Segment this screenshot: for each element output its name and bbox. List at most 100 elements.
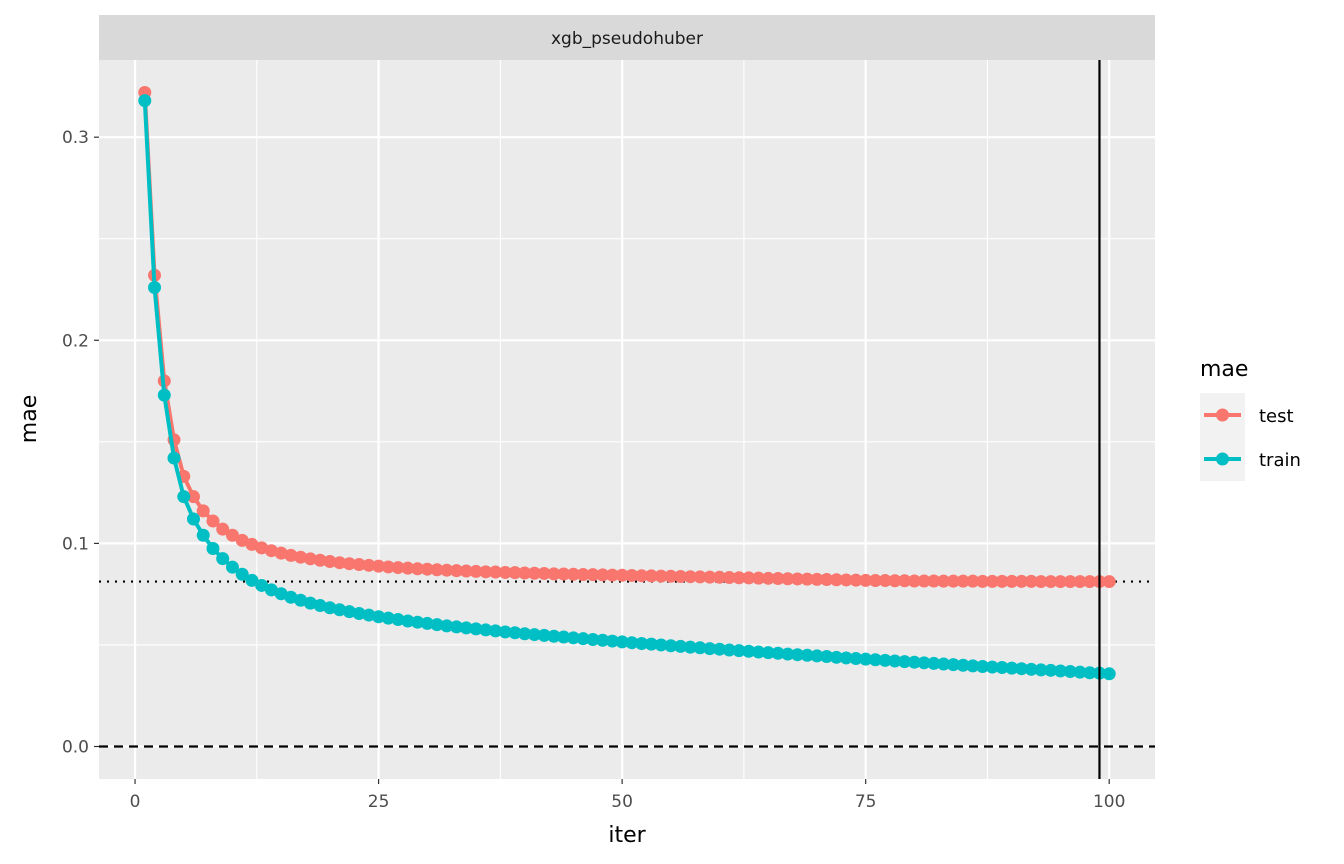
point-train <box>771 646 785 660</box>
point-test <box>644 569 658 583</box>
point-train <box>995 660 1009 674</box>
point-train <box>206 541 220 555</box>
point-test <box>1083 575 1097 589</box>
point-test <box>995 574 1009 588</box>
point-train <box>1044 663 1058 677</box>
point-test <box>401 561 415 575</box>
point-test <box>810 572 824 586</box>
x-tick-label: 0 <box>130 792 141 812</box>
y-tick-label: 0.1 <box>62 534 89 554</box>
point-test <box>868 574 882 588</box>
legend: mae test train <box>1200 357 1301 481</box>
point-train <box>1015 662 1029 676</box>
point-test <box>605 568 619 582</box>
point-train <box>790 648 804 662</box>
point-test <box>1005 574 1019 588</box>
point-test <box>381 560 395 574</box>
point-train <box>303 596 317 610</box>
point-test <box>907 574 921 588</box>
point-train <box>566 631 580 645</box>
point-test <box>790 572 804 586</box>
point-train <box>372 610 386 624</box>
point-test <box>459 564 473 578</box>
point-test <box>196 504 210 518</box>
point-test <box>674 570 688 583</box>
point-test <box>596 568 610 582</box>
point-test <box>498 565 512 579</box>
point-test <box>430 563 444 577</box>
point-train <box>488 624 502 638</box>
facet-strip-label: xgb_pseudohuber <box>551 29 703 49</box>
point-test <box>372 559 386 573</box>
point-train <box>1083 666 1097 680</box>
plot-panel <box>99 60 1155 779</box>
point-test <box>839 573 853 587</box>
point-test <box>635 569 649 583</box>
point-train <box>411 615 425 629</box>
point-test <box>761 571 775 585</box>
point-train <box>342 605 356 619</box>
point-train <box>742 644 756 658</box>
point-train <box>674 639 688 653</box>
point-train <box>1024 662 1038 676</box>
point-train <box>1102 667 1116 681</box>
point-train <box>1063 665 1077 679</box>
point-test <box>186 490 200 504</box>
point-test <box>450 564 464 578</box>
point-train <box>898 655 912 669</box>
point-train <box>420 616 434 630</box>
point-train <box>956 658 970 672</box>
point-test <box>216 522 230 536</box>
point-test <box>859 573 873 587</box>
point-test <box>985 574 999 588</box>
point-test <box>1015 574 1029 588</box>
point-train <box>557 630 571 644</box>
point-test <box>225 528 239 542</box>
point-train <box>362 608 376 622</box>
point-train <box>907 655 921 669</box>
point-test <box>1044 575 1058 589</box>
point-test <box>518 566 532 580</box>
point-test <box>927 574 941 588</box>
point-test <box>235 533 249 547</box>
point-train <box>255 578 269 592</box>
point-train <box>440 619 454 633</box>
point-train <box>752 645 766 659</box>
point-test <box>1073 575 1087 589</box>
point-test <box>976 574 990 588</box>
point-train <box>849 652 863 666</box>
point-train <box>654 638 668 652</box>
point-test <box>479 565 493 579</box>
point-test <box>547 567 561 581</box>
point-train <box>732 644 746 658</box>
point-train <box>225 560 239 574</box>
point-train <box>235 567 249 581</box>
point-test <box>352 558 366 572</box>
point-test <box>255 541 269 555</box>
point-train <box>167 451 181 465</box>
point-test <box>888 574 902 588</box>
y-tick-label: 0.2 <box>62 331 89 351</box>
point-train <box>1054 664 1068 678</box>
point-train <box>800 648 814 662</box>
point-train <box>878 653 892 667</box>
point-test <box>781 572 795 586</box>
point-test <box>898 574 912 588</box>
point-test <box>966 574 980 588</box>
point-train <box>245 573 259 587</box>
point-train <box>430 618 444 632</box>
point-test <box>411 562 425 576</box>
point-test <box>566 567 580 581</box>
y-axis: 0.0 0.1 0.2 0.3 <box>62 128 99 758</box>
point-train <box>576 632 590 646</box>
point-test <box>333 556 347 570</box>
x-tick-label: 50 <box>611 792 633 812</box>
point-train <box>946 658 960 672</box>
point-train <box>294 593 308 607</box>
point-test <box>625 568 639 582</box>
point-train <box>917 656 931 670</box>
point-train <box>216 552 230 566</box>
x-tick-label: 100 <box>1093 792 1125 812</box>
point-test <box>294 550 308 564</box>
